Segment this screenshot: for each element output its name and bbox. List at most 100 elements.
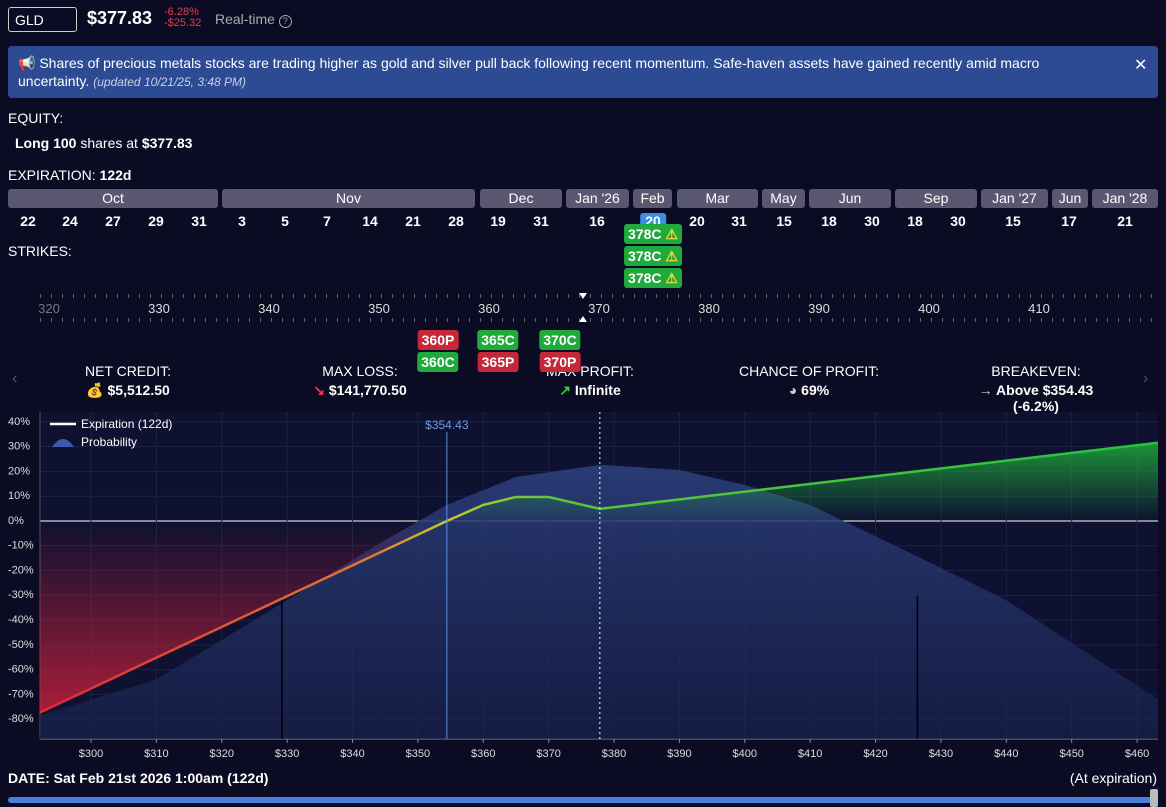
- leg-label: 378C: [628, 270, 662, 286]
- month-tab[interactable]: Jan '26: [566, 189, 629, 208]
- day[interactable]: 20: [689, 213, 705, 229]
- realtime-label: Real-time: [215, 11, 275, 27]
- strike-tick: [964, 318, 965, 322]
- close-button[interactable]: ✕: [1134, 57, 1148, 74]
- day[interactable]: 7: [323, 213, 331, 229]
- month-tab[interactable]: Mar: [677, 189, 758, 208]
- day[interactable]: 15: [776, 213, 792, 229]
- strike-tick: [1030, 318, 1031, 322]
- leg-badge[interactable]: 365P: [477, 352, 519, 372]
- strike-tick: [810, 294, 811, 298]
- strike-tick: [40, 294, 41, 298]
- strike-label: 400: [918, 301, 940, 316]
- ticker-input[interactable]: GLD: [8, 7, 77, 32]
- month-tab[interactable]: May: [762, 189, 805, 208]
- leg-badge[interactable]: 378C ⚠: [624, 268, 682, 288]
- strike-tick: [854, 318, 855, 322]
- strike-tick: [337, 294, 338, 298]
- day[interactable]: 31: [533, 213, 549, 229]
- x-tick-label: $320: [210, 748, 234, 760]
- month-tab[interactable]: Sep: [895, 189, 977, 208]
- leg-badge[interactable]: 378C ⚠: [624, 224, 682, 244]
- legend-swatch: [52, 439, 74, 447]
- day[interactable]: 21: [1117, 213, 1133, 229]
- month-tab[interactable]: Jan '27: [981, 189, 1048, 208]
- strike-tick: [117, 318, 118, 322]
- strike-tick: [326, 318, 327, 322]
- strike-label: 320: [38, 301, 60, 316]
- day[interactable]: 21: [405, 213, 421, 229]
- strike-tick: [1063, 318, 1064, 322]
- strike-tick: [744, 318, 745, 322]
- month-tab[interactable]: Jun: [809, 189, 891, 208]
- strike-tick: [799, 294, 800, 298]
- strike-tick: [381, 294, 382, 298]
- strike-tick: [150, 294, 151, 298]
- y-tick-label: -70%: [8, 688, 34, 700]
- leg-badge[interactable]: 370P: [539, 352, 581, 372]
- strike-tick: [194, 318, 195, 322]
- strike-tick: [227, 294, 228, 298]
- leg-badge[interactable]: 370C: [539, 330, 581, 350]
- strike-tick: [205, 318, 206, 322]
- strike-tick: [524, 318, 525, 322]
- prev-arrow[interactable]: ‹: [12, 370, 18, 387]
- day[interactable]: 19: [490, 213, 506, 229]
- leg-label: 365C: [481, 332, 515, 348]
- strike-tick: [95, 318, 96, 322]
- month-tab[interactable]: Jan '28: [1092, 189, 1158, 208]
- strike-tick: [414, 318, 415, 322]
- strike-tick: [623, 318, 624, 322]
- day[interactable]: 18: [821, 213, 837, 229]
- day[interactable]: 14: [362, 213, 378, 229]
- day[interactable]: 17: [1061, 213, 1077, 229]
- day[interactable]: 24: [62, 213, 78, 229]
- strike-tick: [524, 294, 525, 298]
- month-tab[interactable]: Dec: [480, 189, 562, 208]
- leg-badge[interactable]: 360C: [417, 352, 459, 372]
- strike-tick: [73, 318, 74, 322]
- strike-tick: [403, 318, 404, 322]
- day[interactable]: 31: [191, 213, 207, 229]
- strike-tick: [810, 318, 811, 322]
- strike-tick: [238, 294, 239, 298]
- day[interactable]: 3: [238, 213, 246, 229]
- strike-tick: [788, 318, 789, 322]
- strike-tick: [755, 318, 756, 322]
- month-tab[interactable]: Feb: [633, 189, 672, 208]
- day[interactable]: 16: [589, 213, 605, 229]
- strike-tick: [678, 318, 679, 322]
- help-icon[interactable]: ?: [278, 15, 292, 28]
- leg-badge[interactable]: 365C: [477, 330, 519, 350]
- strike-tick: [1085, 294, 1086, 298]
- strike-tick: [205, 294, 206, 298]
- day[interactable]: 31: [731, 213, 747, 229]
- day[interactable]: 30: [864, 213, 880, 229]
- strike-tick: [469, 294, 470, 298]
- day[interactable]: 27: [105, 213, 121, 229]
- date-slider[interactable]: [8, 797, 1153, 803]
- strike-tick: [62, 318, 63, 322]
- x-tick-label: $430: [929, 748, 953, 760]
- slider-handle[interactable]: [1150, 789, 1158, 807]
- day[interactable]: 15: [1005, 213, 1021, 229]
- leg-badge[interactable]: 360P: [417, 330, 459, 350]
- leg-badge[interactable]: 378C ⚠: [624, 246, 682, 266]
- strike-tick: [304, 294, 305, 298]
- strike-tick: [216, 294, 217, 298]
- strike-tick: [403, 294, 404, 298]
- next-arrow[interactable]: ›: [1143, 370, 1149, 387]
- strike-tick: [601, 318, 602, 322]
- strike-tick: [1030, 294, 1031, 298]
- x-tick-label: $460: [1125, 748, 1149, 760]
- day[interactable]: 30: [950, 213, 966, 229]
- day[interactable]: 22: [20, 213, 36, 229]
- day[interactable]: 29: [148, 213, 164, 229]
- day[interactable]: 18: [907, 213, 923, 229]
- month-tab[interactable]: Oct: [8, 189, 218, 208]
- strike-tick: [183, 318, 184, 322]
- month-tab[interactable]: Jun: [1052, 189, 1088, 208]
- day[interactable]: 28: [448, 213, 464, 229]
- day[interactable]: 5: [281, 213, 289, 229]
- month-tab[interactable]: Nov: [222, 189, 475, 208]
